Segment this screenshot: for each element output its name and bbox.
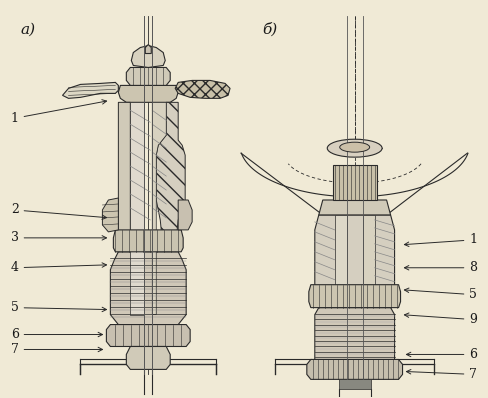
Text: 1: 1	[11, 100, 106, 125]
Polygon shape	[308, 285, 400, 308]
Text: 7: 7	[406, 368, 476, 381]
Polygon shape	[131, 45, 165, 67]
Polygon shape	[314, 215, 394, 290]
Polygon shape	[62, 82, 118, 98]
Polygon shape	[113, 230, 183, 252]
Polygon shape	[145, 45, 151, 53]
Polygon shape	[306, 359, 402, 379]
Text: 9: 9	[404, 313, 476, 326]
Polygon shape	[130, 102, 144, 314]
Ellipse shape	[326, 139, 381, 157]
Polygon shape	[106, 324, 190, 347]
Text: 7: 7	[11, 343, 102, 356]
Polygon shape	[334, 215, 346, 290]
Text: 2: 2	[11, 203, 106, 219]
Text: 6: 6	[11, 328, 102, 341]
Text: 3: 3	[11, 231, 106, 244]
Text: 6: 6	[406, 348, 476, 361]
Polygon shape	[102, 198, 118, 232]
Polygon shape	[318, 200, 390, 215]
Polygon shape	[314, 308, 394, 365]
Polygon shape	[118, 102, 130, 314]
Polygon shape	[110, 252, 186, 324]
Polygon shape	[118, 86, 178, 102]
Polygon shape	[362, 215, 374, 290]
Polygon shape	[175, 80, 229, 98]
Polygon shape	[338, 379, 370, 389]
Text: 8: 8	[404, 261, 476, 274]
Text: 1: 1	[404, 233, 476, 246]
Ellipse shape	[339, 142, 369, 152]
Polygon shape	[332, 165, 376, 200]
Polygon shape	[126, 67, 170, 86]
Polygon shape	[152, 102, 166, 314]
Polygon shape	[126, 347, 170, 369]
Text: 5: 5	[404, 288, 476, 301]
Text: б): б)	[262, 23, 277, 37]
Text: 5: 5	[11, 301, 106, 314]
Polygon shape	[156, 102, 185, 314]
Polygon shape	[178, 200, 192, 230]
Text: а): а)	[20, 23, 36, 37]
Text: 4: 4	[11, 261, 106, 274]
